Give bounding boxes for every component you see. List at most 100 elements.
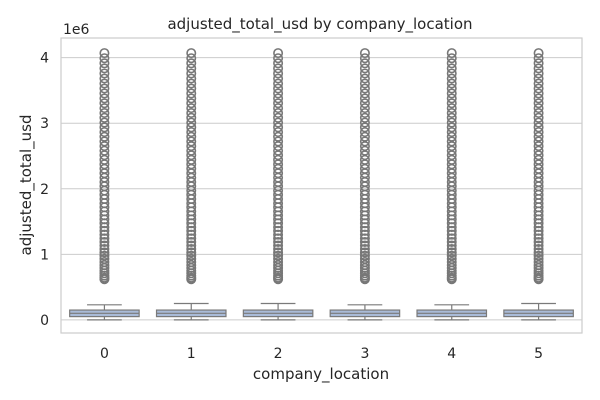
outlier-point xyxy=(99,136,110,147)
outlier-point xyxy=(186,117,197,128)
outlier-point xyxy=(273,98,284,109)
outlier-point xyxy=(359,93,370,104)
outlier-point xyxy=(359,48,370,59)
outlier-point xyxy=(99,229,110,240)
outlier-point xyxy=(446,117,457,128)
outlier-point xyxy=(359,257,370,268)
outlier-point xyxy=(99,131,110,142)
outlier-point xyxy=(99,236,110,247)
outlier-point xyxy=(186,107,197,118)
outlier-point xyxy=(99,122,110,133)
outlier-point xyxy=(273,68,284,79)
outlier-point xyxy=(446,233,457,244)
outlier-point xyxy=(533,68,544,79)
outlier-point xyxy=(273,107,284,118)
outlier-point xyxy=(533,236,544,247)
outlier-point xyxy=(446,107,457,118)
outlier-point xyxy=(186,240,197,251)
outlier-point xyxy=(273,233,284,244)
outlier-point xyxy=(359,53,370,64)
y-tick-label: 2 xyxy=(40,182,49,198)
y-tick-label: 0 xyxy=(40,313,49,329)
outlier-point xyxy=(99,260,110,271)
outlier-point xyxy=(273,260,284,271)
outlier-point xyxy=(99,141,110,152)
outlier-point xyxy=(446,136,457,147)
outlier-point xyxy=(273,141,284,152)
outlier-point xyxy=(99,63,110,74)
outlier-point xyxy=(99,58,110,69)
box-0 xyxy=(69,48,140,321)
outlier-point xyxy=(533,243,544,254)
outlier-point xyxy=(273,122,284,133)
outlier-point xyxy=(273,83,284,94)
outlier-point xyxy=(186,58,197,69)
outlier-point xyxy=(359,63,370,74)
outlier-point xyxy=(533,122,544,133)
outlier-point xyxy=(273,236,284,247)
outlier-point xyxy=(359,83,370,94)
outlier-point xyxy=(273,131,284,142)
outlier-point xyxy=(359,98,370,109)
outlier-point xyxy=(359,103,370,114)
outlier-point xyxy=(186,88,197,99)
plot-frame xyxy=(60,37,583,334)
outlier-point xyxy=(99,93,110,104)
outlier-point xyxy=(186,257,197,268)
outlier-point xyxy=(186,127,197,138)
outlier-point xyxy=(359,58,370,69)
outlier-point xyxy=(99,112,110,123)
outlier-point xyxy=(186,78,197,89)
outlier-point xyxy=(99,53,110,64)
outlier-point xyxy=(359,88,370,99)
outlier-point xyxy=(533,78,544,89)
outlier-point xyxy=(186,103,197,114)
outlier-point xyxy=(99,253,110,264)
outlier-point xyxy=(359,240,370,251)
outlier-point xyxy=(186,145,197,156)
x-tick-labels: 0 1 2 3 4 5 xyxy=(100,346,543,362)
outlier-point xyxy=(99,233,110,244)
outlier-point xyxy=(446,141,457,152)
outlier-point xyxy=(533,93,544,104)
outlier-point xyxy=(446,253,457,264)
outlier-point xyxy=(186,63,197,74)
outlier-point xyxy=(99,240,110,251)
outlier-point xyxy=(446,48,457,59)
outlier-point xyxy=(186,243,197,254)
outlier-point xyxy=(359,260,370,271)
outlier-point xyxy=(99,145,110,156)
outlier-point xyxy=(446,68,457,79)
x-axis-label: company_location xyxy=(253,365,389,384)
outlier-point xyxy=(273,136,284,147)
outlier-point xyxy=(273,103,284,114)
outlier-point xyxy=(446,257,457,268)
outlier-point xyxy=(533,141,544,152)
outlier-point xyxy=(359,236,370,247)
x-tick-label: 2 xyxy=(274,346,283,362)
outlier-point xyxy=(359,250,370,261)
outlier-point xyxy=(446,236,457,247)
x-tick-label: 3 xyxy=(360,346,369,362)
outlier-point xyxy=(186,236,197,247)
outlier-point xyxy=(273,112,284,123)
outlier-point xyxy=(99,107,110,118)
outlier-point xyxy=(99,247,110,258)
outlier-point xyxy=(533,98,544,109)
outlier-point xyxy=(273,127,284,138)
outlier-point xyxy=(359,117,370,128)
outlier-point xyxy=(186,93,197,104)
outlier-point xyxy=(273,53,284,64)
outlier-point xyxy=(446,243,457,254)
outlier-point xyxy=(273,88,284,99)
y-tick-label: 1 xyxy=(40,247,49,263)
gridlines xyxy=(61,57,582,321)
outlier-point xyxy=(186,73,197,84)
outlier-point xyxy=(273,257,284,268)
outlier-point xyxy=(446,53,457,64)
outlier-point xyxy=(186,253,197,264)
outlier-point xyxy=(186,112,197,123)
outlier-point xyxy=(533,88,544,99)
outlier-point xyxy=(273,240,284,251)
outlier-point xyxy=(99,78,110,89)
